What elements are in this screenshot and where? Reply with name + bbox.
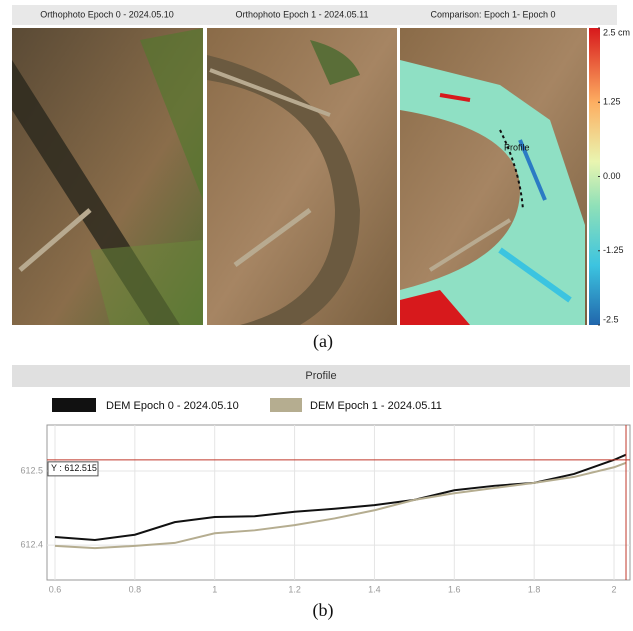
legend-label: DEM Epoch 0 - 2024.05.10: [106, 400, 239, 412]
chart-title: Profile: [305, 370, 336, 382]
legend-swatch: [52, 398, 96, 412]
x-tick-label: 2: [612, 584, 617, 594]
map-label: Profile: [504, 142, 530, 152]
figure: Profile (a) Profile (b) Orthophoto Epoch…: [0, 0, 633, 626]
x-tick-label: 1: [212, 584, 217, 594]
colorbar-label: 2.5 cm: [603, 27, 630, 37]
x-tick-label: 1.8: [528, 584, 541, 594]
x-tick-label: 0.8: [129, 584, 142, 594]
legend-swatch: [270, 398, 302, 412]
legend-label: DEM Epoch 1 - 2024.05.11: [310, 400, 442, 412]
caption: (a): [313, 331, 333, 352]
colorbar-label: -2.5: [603, 314, 619, 324]
difference-map: [400, 28, 587, 325]
x-tick-label: 1.2: [288, 584, 301, 594]
caption: (b): [313, 600, 334, 621]
orthophoto-1: [207, 28, 397, 325]
x-tick-label: 0.6: [49, 584, 62, 594]
orthophoto-0: [12, 28, 203, 325]
panel-title: Orthophoto Epoch 0 - 2024.05.10: [40, 9, 174, 19]
panel-title: Orthophoto Epoch 1 - 2024.05.11: [236, 9, 369, 19]
colorbar-label: -1.25: [603, 245, 624, 255]
x-tick-label: 1.6: [448, 584, 461, 594]
y-tick-label: 612.5: [20, 465, 43, 475]
panel-title: Comparison: Epoch 1- Epoch 0: [430, 9, 555, 19]
y-tick-label: 612.4: [20, 540, 43, 550]
page: Profile (a) Profile (b) Orthophoto Epoch…: [0, 0, 633, 631]
colorbar-label: 1.25: [603, 97, 621, 107]
x-tick-label: 1.4: [368, 584, 381, 594]
colorbar-label: 0.00: [603, 171, 621, 181]
cursor-label: Y : 612.515: [51, 463, 97, 473]
